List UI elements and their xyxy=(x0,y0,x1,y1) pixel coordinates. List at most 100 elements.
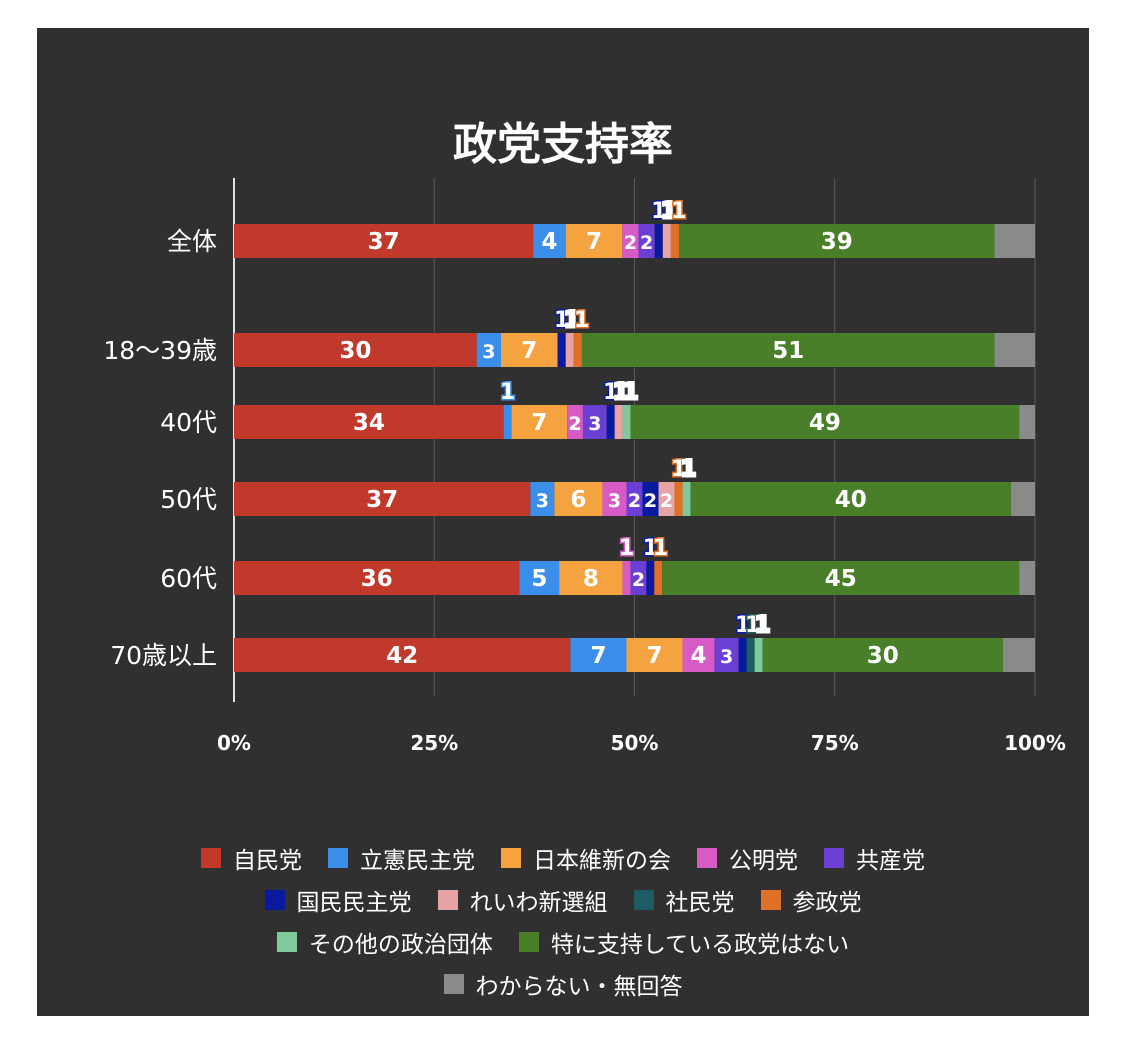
bar-data-label: 34 xyxy=(353,410,385,436)
bar-data-label: 2 xyxy=(628,490,641,512)
bar-segment xyxy=(642,482,659,516)
bar-data-label: 40 xyxy=(835,487,867,513)
bar-data-label-outside: 1 xyxy=(603,380,618,405)
bar-data-label: 5 xyxy=(531,566,547,592)
bar-data-label: 2 xyxy=(640,232,653,254)
bar-data-label: 3 xyxy=(720,646,733,668)
bar-data-label: 7 xyxy=(531,410,547,436)
bar-segment xyxy=(1002,638,1035,672)
bar-segment xyxy=(654,224,663,258)
bar-data-label-outside: 1 xyxy=(745,613,760,638)
bar-segment xyxy=(234,333,477,367)
legend-label: 共産党 xyxy=(856,848,925,874)
legend-item: 自民党 xyxy=(201,841,302,875)
bar-data-label-outside: 1 xyxy=(554,308,569,333)
legend-swatch xyxy=(824,848,844,868)
legend-swatch xyxy=(518,932,539,952)
bar-data-label-outside: 1 xyxy=(643,536,658,561)
bar-data-label-outside: 1 xyxy=(613,380,628,405)
legend-swatch xyxy=(760,890,781,910)
bar-segment xyxy=(754,638,763,672)
x-tick-label: 100% xyxy=(1004,731,1066,755)
bar-data-label: 39 xyxy=(821,229,853,255)
category-label: 全体 xyxy=(167,227,217,256)
legend-item: 国民民主党 xyxy=(264,883,412,917)
bar-segment xyxy=(690,482,1011,516)
legend-item: 日本維新の会 xyxy=(501,841,671,875)
x-tick-label: 50% xyxy=(611,731,659,755)
legend-swatch xyxy=(443,974,464,994)
bar-segment xyxy=(646,561,655,595)
legend-label: わからない・無回答 xyxy=(475,974,683,1000)
bar-data-label: 7 xyxy=(586,229,602,255)
bar-segment xyxy=(679,224,995,258)
bar-segment xyxy=(626,638,683,672)
bar-segment xyxy=(519,561,560,595)
legend-swatch xyxy=(437,890,458,910)
chart-legend: 自民党 立憲民主党 日本維新の会 公明党 共産党 国民民主党 れいわ新選組 社民党 参政党 その他… xyxy=(37,840,1089,1008)
bar-segment xyxy=(565,224,623,258)
bar-data-label-outside: 1 xyxy=(755,613,770,638)
bar-segment xyxy=(994,333,1035,367)
bar-segment xyxy=(234,482,531,516)
bar-segment xyxy=(674,482,683,516)
bar-data-label-outside: 1 xyxy=(735,613,750,638)
bar-segment xyxy=(234,561,520,595)
legend-swatch xyxy=(328,848,348,868)
bar-segment xyxy=(533,224,566,258)
bar-data-label-outside: 1 xyxy=(671,199,686,224)
legend-row: 国民民主党 れいわ新選組 社民党 参政党 xyxy=(37,882,1089,918)
bar-data-label: 37 xyxy=(368,229,400,255)
legend-label: 特に支持している政党はない xyxy=(550,932,850,958)
legend-swatch xyxy=(501,848,521,868)
legend-item: 共産党 xyxy=(824,841,925,875)
bar-data-label: 3 xyxy=(536,490,549,512)
bar-data-label: 3 xyxy=(482,341,495,363)
bar-segment xyxy=(503,405,512,439)
legend-item: その他の政治団体 xyxy=(276,925,493,959)
bar-segment xyxy=(234,405,504,439)
bar-data-label: 2 xyxy=(632,569,645,591)
legend-item: 参政党 xyxy=(760,883,862,917)
bar-segment xyxy=(638,224,655,258)
bar-data-label-outside: 1 xyxy=(619,536,634,561)
bar-data-label: 2 xyxy=(644,490,657,512)
bar-data-label: 7 xyxy=(521,338,537,364)
bar-data-label: 4 xyxy=(691,643,707,669)
bar-segment xyxy=(622,405,631,439)
bar-segment xyxy=(630,405,1020,439)
legend-row: わからない・無回答 xyxy=(37,966,1089,1002)
legend-item: 特に支持している政党はない xyxy=(518,925,850,959)
x-tick-label: 75% xyxy=(811,731,859,755)
bar-data-label-outside: 1 xyxy=(500,380,515,405)
chart-panel: 政党支持率 0% 25% 50% 75% 100% 全体 18〜39歳 40代 50代 60代 70… xyxy=(37,28,1089,1016)
category-label: 40代 xyxy=(160,408,217,437)
legend-label: 国民民主党 xyxy=(296,890,412,916)
bar-data-label: 7 xyxy=(590,643,606,669)
bar-segment xyxy=(630,561,647,595)
bar-segment xyxy=(670,224,679,258)
bar-segment xyxy=(559,561,623,595)
legend-label: 公明党 xyxy=(729,848,798,874)
bar-segment xyxy=(476,333,501,367)
bar-segment xyxy=(1019,561,1035,595)
x-tick-label: 25% xyxy=(410,731,458,755)
bar-data-label-outside: 1 xyxy=(653,536,668,561)
bar-data-label: 7 xyxy=(647,643,663,669)
bar-segment xyxy=(581,333,995,367)
legend-item: 社民党 xyxy=(633,883,735,917)
bar-segment xyxy=(746,638,755,672)
bar-segment xyxy=(567,405,583,439)
category-label: 18〜39歳 xyxy=(103,336,217,365)
bar-data-label-outside: 1 xyxy=(661,199,676,224)
bar-data-label-outside: 1 xyxy=(681,457,696,482)
bar-segment xyxy=(762,638,1003,672)
bar-data-label: 37 xyxy=(366,487,398,513)
bar-data-label: 4 xyxy=(542,229,558,255)
bar-segment xyxy=(602,482,627,516)
bar-segment xyxy=(573,333,582,367)
bar-segment xyxy=(654,561,663,595)
bar-data-label: 49 xyxy=(809,410,841,436)
legend-swatch xyxy=(201,848,221,868)
